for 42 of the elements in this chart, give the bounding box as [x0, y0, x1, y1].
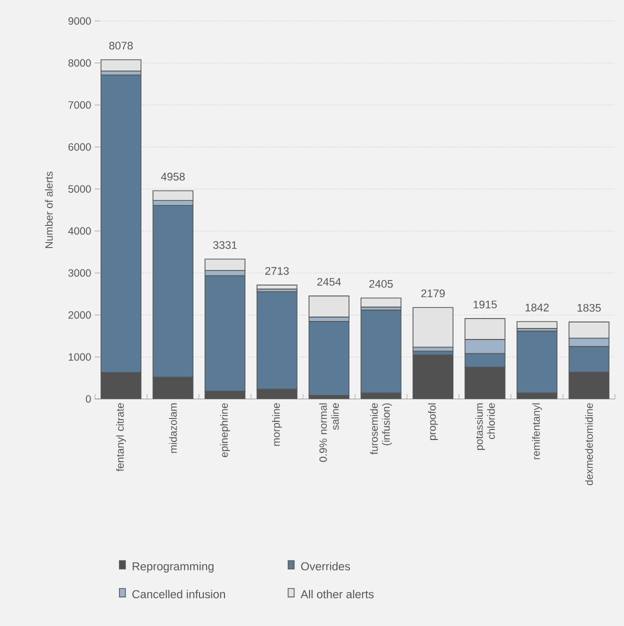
bar — [256, 284, 298, 290]
x-tick-label: potassium chloride — [475, 403, 495, 450]
x-tick-label: furosemide (infusion) — [370, 403, 392, 454]
total-label: 1842 — [526, 304, 549, 312]
y-tick-label: 5000 — [68, 185, 91, 193]
y-tick-label: 3000 — [68, 269, 91, 277]
legend-label: Overrides — [301, 562, 350, 570]
x-tick-label: midazolam — [169, 403, 177, 453]
x-tick-label: dexmedetomidine — [585, 403, 593, 486]
y-axis-title: Number of alerts — [45, 172, 53, 248]
total-label: 2405 — [369, 280, 393, 288]
total-label: 2179 — [421, 290, 445, 298]
y-tick-label: 1000 — [68, 353, 91, 361]
x-tick-label: morphine — [272, 403, 282, 446]
legend-label: Reprogramming — [132, 562, 214, 573]
bar — [360, 298, 402, 308]
bar — [412, 307, 454, 348]
total-label: 3331 — [213, 241, 237, 249]
y-tick-label: 0 — [86, 395, 91, 403]
y-tick-label: 2000 — [68, 311, 91, 319]
y-tick-label: 6000 — [68, 143, 91, 151]
bar — [516, 321, 558, 329]
y-tick-label: 4000 — [68, 227, 91, 235]
y-tick-label: 8000 — [68, 59, 91, 67]
total-label: 1835 — [578, 304, 601, 312]
bar — [152, 190, 194, 201]
x-tick-label: 0.9% normal saline — [319, 403, 339, 462]
total-label: 8078 — [109, 42, 133, 50]
y-tick-label: 7000 — [68, 101, 91, 109]
bar — [308, 296, 350, 318]
x-tick-label: remifentanyl — [532, 403, 542, 460]
y-tick-label: 9000 — [68, 17, 91, 25]
x-tick-label: propofol — [428, 403, 438, 440]
total-label: 2713 — [265, 267, 289, 275]
bar — [100, 59, 142, 72]
total-label: 2454 — [317, 278, 341, 286]
x-tick-label: epinephrine — [220, 403, 230, 458]
legend-label: All other alerts — [300, 590, 374, 598]
total-label: 1915 — [474, 300, 497, 308]
x-tick-label: fentanyl citrate — [116, 403, 126, 472]
total-label: 4958 — [161, 172, 185, 181]
legend-label: Cancelled infusion — [132, 590, 225, 598]
